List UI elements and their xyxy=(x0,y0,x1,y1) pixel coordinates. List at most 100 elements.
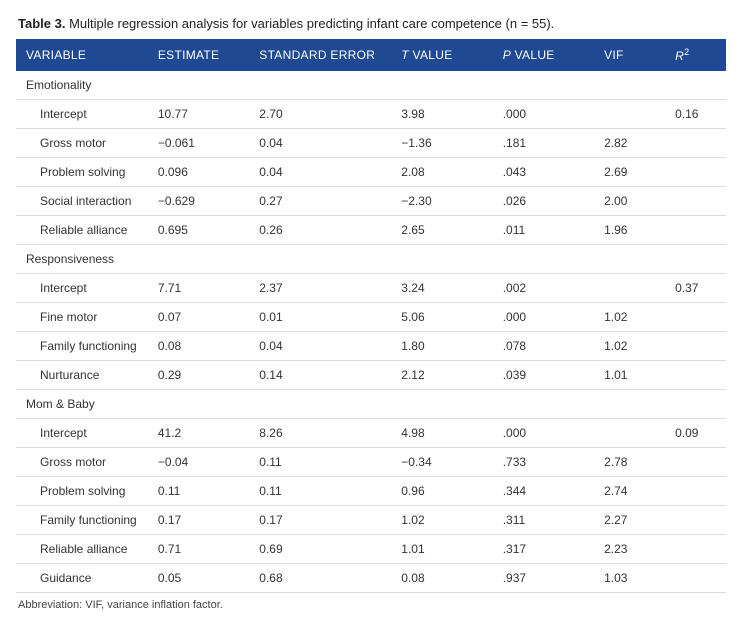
cell-stderr: 0.68 xyxy=(249,564,391,593)
cell-tvalue: 2.65 xyxy=(391,216,492,245)
cell-estimate: −0.629 xyxy=(148,187,249,216)
cell-stderr: 0.27 xyxy=(249,187,391,216)
cell-estimate: −0.061 xyxy=(148,129,249,158)
group-row: Responsiveness xyxy=(16,245,726,274)
cell-vif xyxy=(594,419,665,448)
cell-variable: Reliable alliance xyxy=(16,535,148,564)
cell-pvalue: .000 xyxy=(493,303,594,332)
cell-pvalue: .026 xyxy=(493,187,594,216)
cell-pvalue: .733 xyxy=(493,448,594,477)
cell-pvalue: .000 xyxy=(493,100,594,129)
cell-pvalue: .311 xyxy=(493,506,594,535)
group-label: Responsiveness xyxy=(16,245,726,274)
col-stderr: STANDARD ERROR xyxy=(249,39,391,71)
cell-variable: Reliable alliance xyxy=(16,216,148,245)
table-caption: Table 3. Multiple regression analysis fo… xyxy=(18,16,726,31)
cell-tvalue: 1.80 xyxy=(391,332,492,361)
cell-vif: 2.82 xyxy=(594,129,665,158)
table-header-row: VARIABLE ESTIMATE STANDARD ERROR T VALUE… xyxy=(16,39,726,71)
cell-pvalue: .078 xyxy=(493,332,594,361)
cell-r2 xyxy=(665,564,726,593)
cell-stderr: 0.14 xyxy=(249,361,391,390)
cell-pvalue: .181 xyxy=(493,129,594,158)
cell-stderr: 0.04 xyxy=(249,158,391,187)
cell-vif: 2.69 xyxy=(594,158,665,187)
cell-tvalue: −2.30 xyxy=(391,187,492,216)
cell-estimate: −0.04 xyxy=(148,448,249,477)
caption-label: Table 3. xyxy=(18,16,65,31)
cell-pvalue: .043 xyxy=(493,158,594,187)
col-pvalue: P VALUE xyxy=(493,39,594,71)
cell-variable: Guidance xyxy=(16,564,148,593)
cell-r2 xyxy=(665,535,726,564)
caption-text: Multiple regression analysis for variabl… xyxy=(69,16,554,31)
cell-r2 xyxy=(665,187,726,216)
table-body: EmotionalityIntercept10.772.703.98.0000.… xyxy=(16,71,726,593)
cell-variable: Gross motor xyxy=(16,129,148,158)
col-r2: R2 xyxy=(665,39,726,71)
cell-tvalue: 4.98 xyxy=(391,419,492,448)
cell-vif: 2.27 xyxy=(594,506,665,535)
cell-estimate: 10.77 xyxy=(148,100,249,129)
cell-r2 xyxy=(665,303,726,332)
cell-stderr: 8.26 xyxy=(249,419,391,448)
cell-r2 xyxy=(665,361,726,390)
cell-stderr: 0.26 xyxy=(249,216,391,245)
cell-tvalue: 2.12 xyxy=(391,361,492,390)
cell-r2 xyxy=(665,448,726,477)
cell-tvalue: 3.98 xyxy=(391,100,492,129)
cell-estimate: 41.2 xyxy=(148,419,249,448)
table-row: Gross motor−0.0610.04−1.36.1812.82 xyxy=(16,129,726,158)
table-row: Intercept7.712.373.24.0020.37 xyxy=(16,274,726,303)
cell-variable: Fine motor xyxy=(16,303,148,332)
cell-estimate: 0.695 xyxy=(148,216,249,245)
group-label: Mom & Baby xyxy=(16,390,726,419)
cell-tvalue: −1.36 xyxy=(391,129,492,158)
cell-tvalue: −0.34 xyxy=(391,448,492,477)
cell-variable: Intercept xyxy=(16,419,148,448)
cell-estimate: 0.11 xyxy=(148,477,249,506)
cell-r2 xyxy=(665,129,726,158)
cell-variable: Family functioning xyxy=(16,332,148,361)
cell-variable: Problem solving xyxy=(16,477,148,506)
table-row: Fine motor0.070.015.06.0001.02 xyxy=(16,303,726,332)
table-row: Intercept10.772.703.98.0000.16 xyxy=(16,100,726,129)
col-variable: VARIABLE xyxy=(16,39,148,71)
cell-vif: 1.02 xyxy=(594,303,665,332)
cell-stderr: 0.17 xyxy=(249,506,391,535)
cell-tvalue: 1.02 xyxy=(391,506,492,535)
cell-stderr: 2.37 xyxy=(249,274,391,303)
cell-variable: Nurturance xyxy=(16,361,148,390)
cell-tvalue: 2.08 xyxy=(391,158,492,187)
group-row: Mom & Baby xyxy=(16,390,726,419)
table-row: Family functioning0.170.171.02.3112.27 xyxy=(16,506,726,535)
cell-variable: Gross motor xyxy=(16,448,148,477)
cell-pvalue: .011 xyxy=(493,216,594,245)
table-row: Reliable alliance0.6950.262.65.0111.96 xyxy=(16,216,726,245)
regression-table: VARIABLE ESTIMATE STANDARD ERROR T VALUE… xyxy=(16,39,726,593)
cell-stderr: 0.11 xyxy=(249,448,391,477)
cell-variable: Intercept xyxy=(16,274,148,303)
table-row: Intercept41.28.264.98.0000.09 xyxy=(16,419,726,448)
cell-r2 xyxy=(665,158,726,187)
cell-tvalue: 3.24 xyxy=(391,274,492,303)
cell-estimate: 0.29 xyxy=(148,361,249,390)
table-footnote: Abbreviation: VIF, variance inflation fa… xyxy=(18,599,726,611)
cell-stderr: 0.04 xyxy=(249,129,391,158)
group-label: Emotionality xyxy=(16,71,726,100)
cell-pvalue: .039 xyxy=(493,361,594,390)
col-tvalue: T VALUE xyxy=(391,39,492,71)
cell-stderr: 0.11 xyxy=(249,477,391,506)
cell-vif: 1.02 xyxy=(594,332,665,361)
cell-estimate: 0.096 xyxy=(148,158,249,187)
cell-vif: 2.78 xyxy=(594,448,665,477)
cell-estimate: 7.71 xyxy=(148,274,249,303)
cell-stderr: 0.01 xyxy=(249,303,391,332)
cell-tvalue: 5.06 xyxy=(391,303,492,332)
cell-r2 xyxy=(665,506,726,535)
cell-pvalue: .344 xyxy=(493,477,594,506)
cell-tvalue: 0.08 xyxy=(391,564,492,593)
cell-vif xyxy=(594,100,665,129)
cell-estimate: 0.07 xyxy=(148,303,249,332)
cell-stderr: 2.70 xyxy=(249,100,391,129)
